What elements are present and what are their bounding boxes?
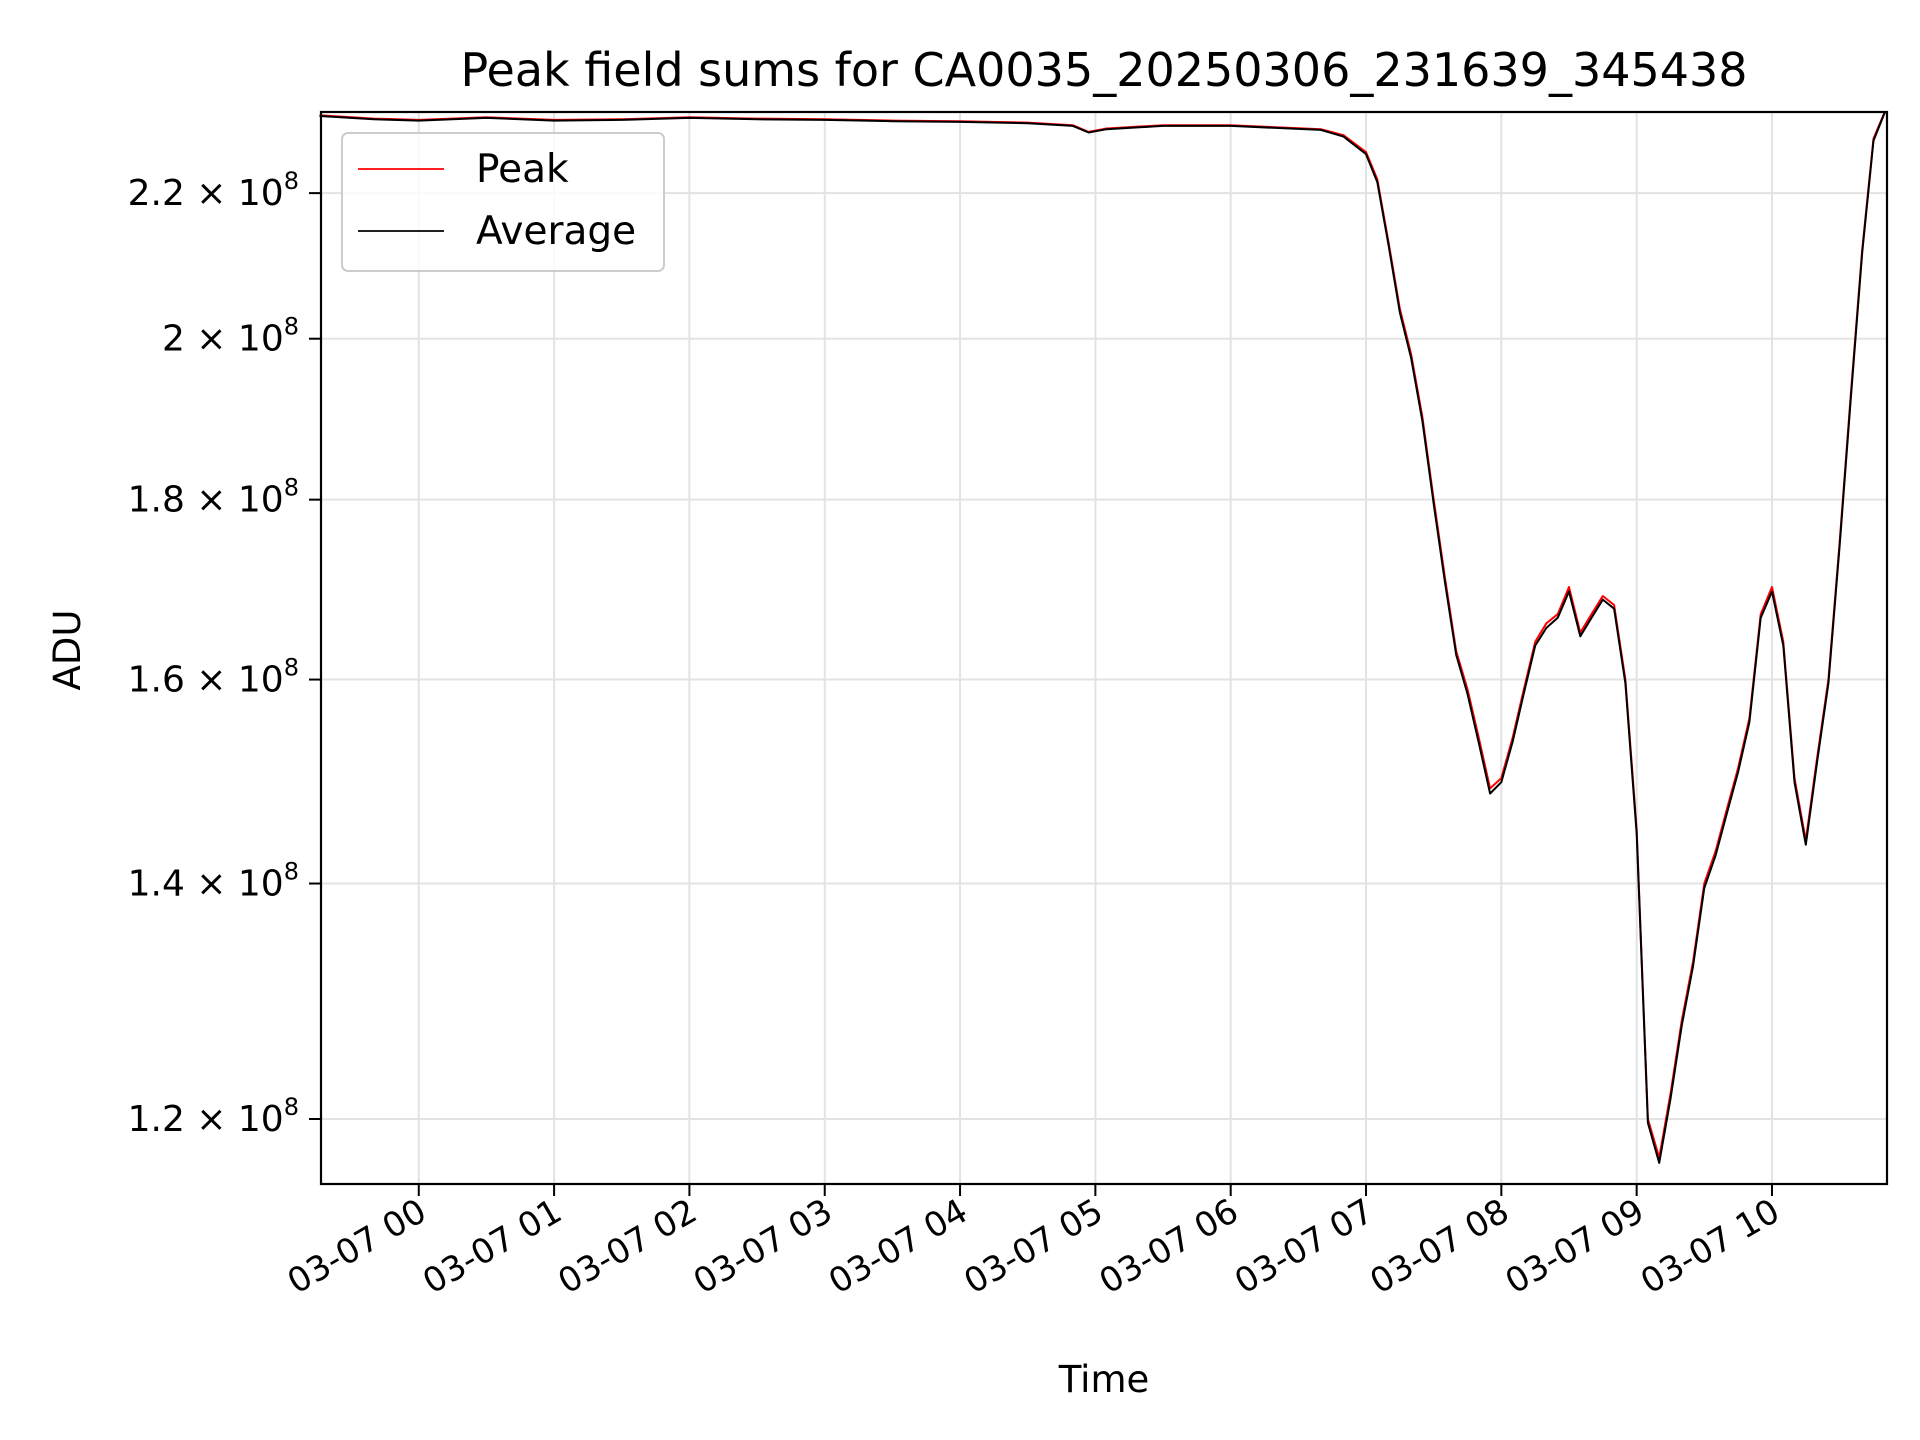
plot-frame (319, 110, 1889, 1186)
y-tick-label: 1.8 × 108 (128, 474, 299, 521)
legend: Peak Average (341, 132, 665, 272)
plot-area (321, 112, 1887, 1184)
series-line-average (319, 112, 1886, 1164)
y-axis: 1.2 × 108 1.4 × 108 1.6 × 108 1.8 × 108 2 × … (128, 167, 321, 1140)
y-axis-title: ADU (46, 610, 89, 691)
legend-label-average: Average (476, 209, 636, 254)
y-tick-label: 2 × 108 (162, 313, 299, 360)
x-axis-title: Time (1058, 1358, 1150, 1401)
y-tick-label: 1.6 × 108 (128, 654, 299, 701)
legend-box (341, 132, 665, 272)
chart-title: Peak field sums for CA0035_20250306_2316… (460, 43, 1747, 97)
grid (321, 112, 1887, 1184)
legend-label-peak: Peak (476, 147, 569, 192)
y-tick-label: 1.4 × 108 (128, 858, 299, 905)
series-lines (319, 111, 1886, 1164)
y-tick-label: 2.2 × 108 (128, 167, 299, 214)
y-tick-label: 1.2 × 108 (128, 1093, 299, 1140)
